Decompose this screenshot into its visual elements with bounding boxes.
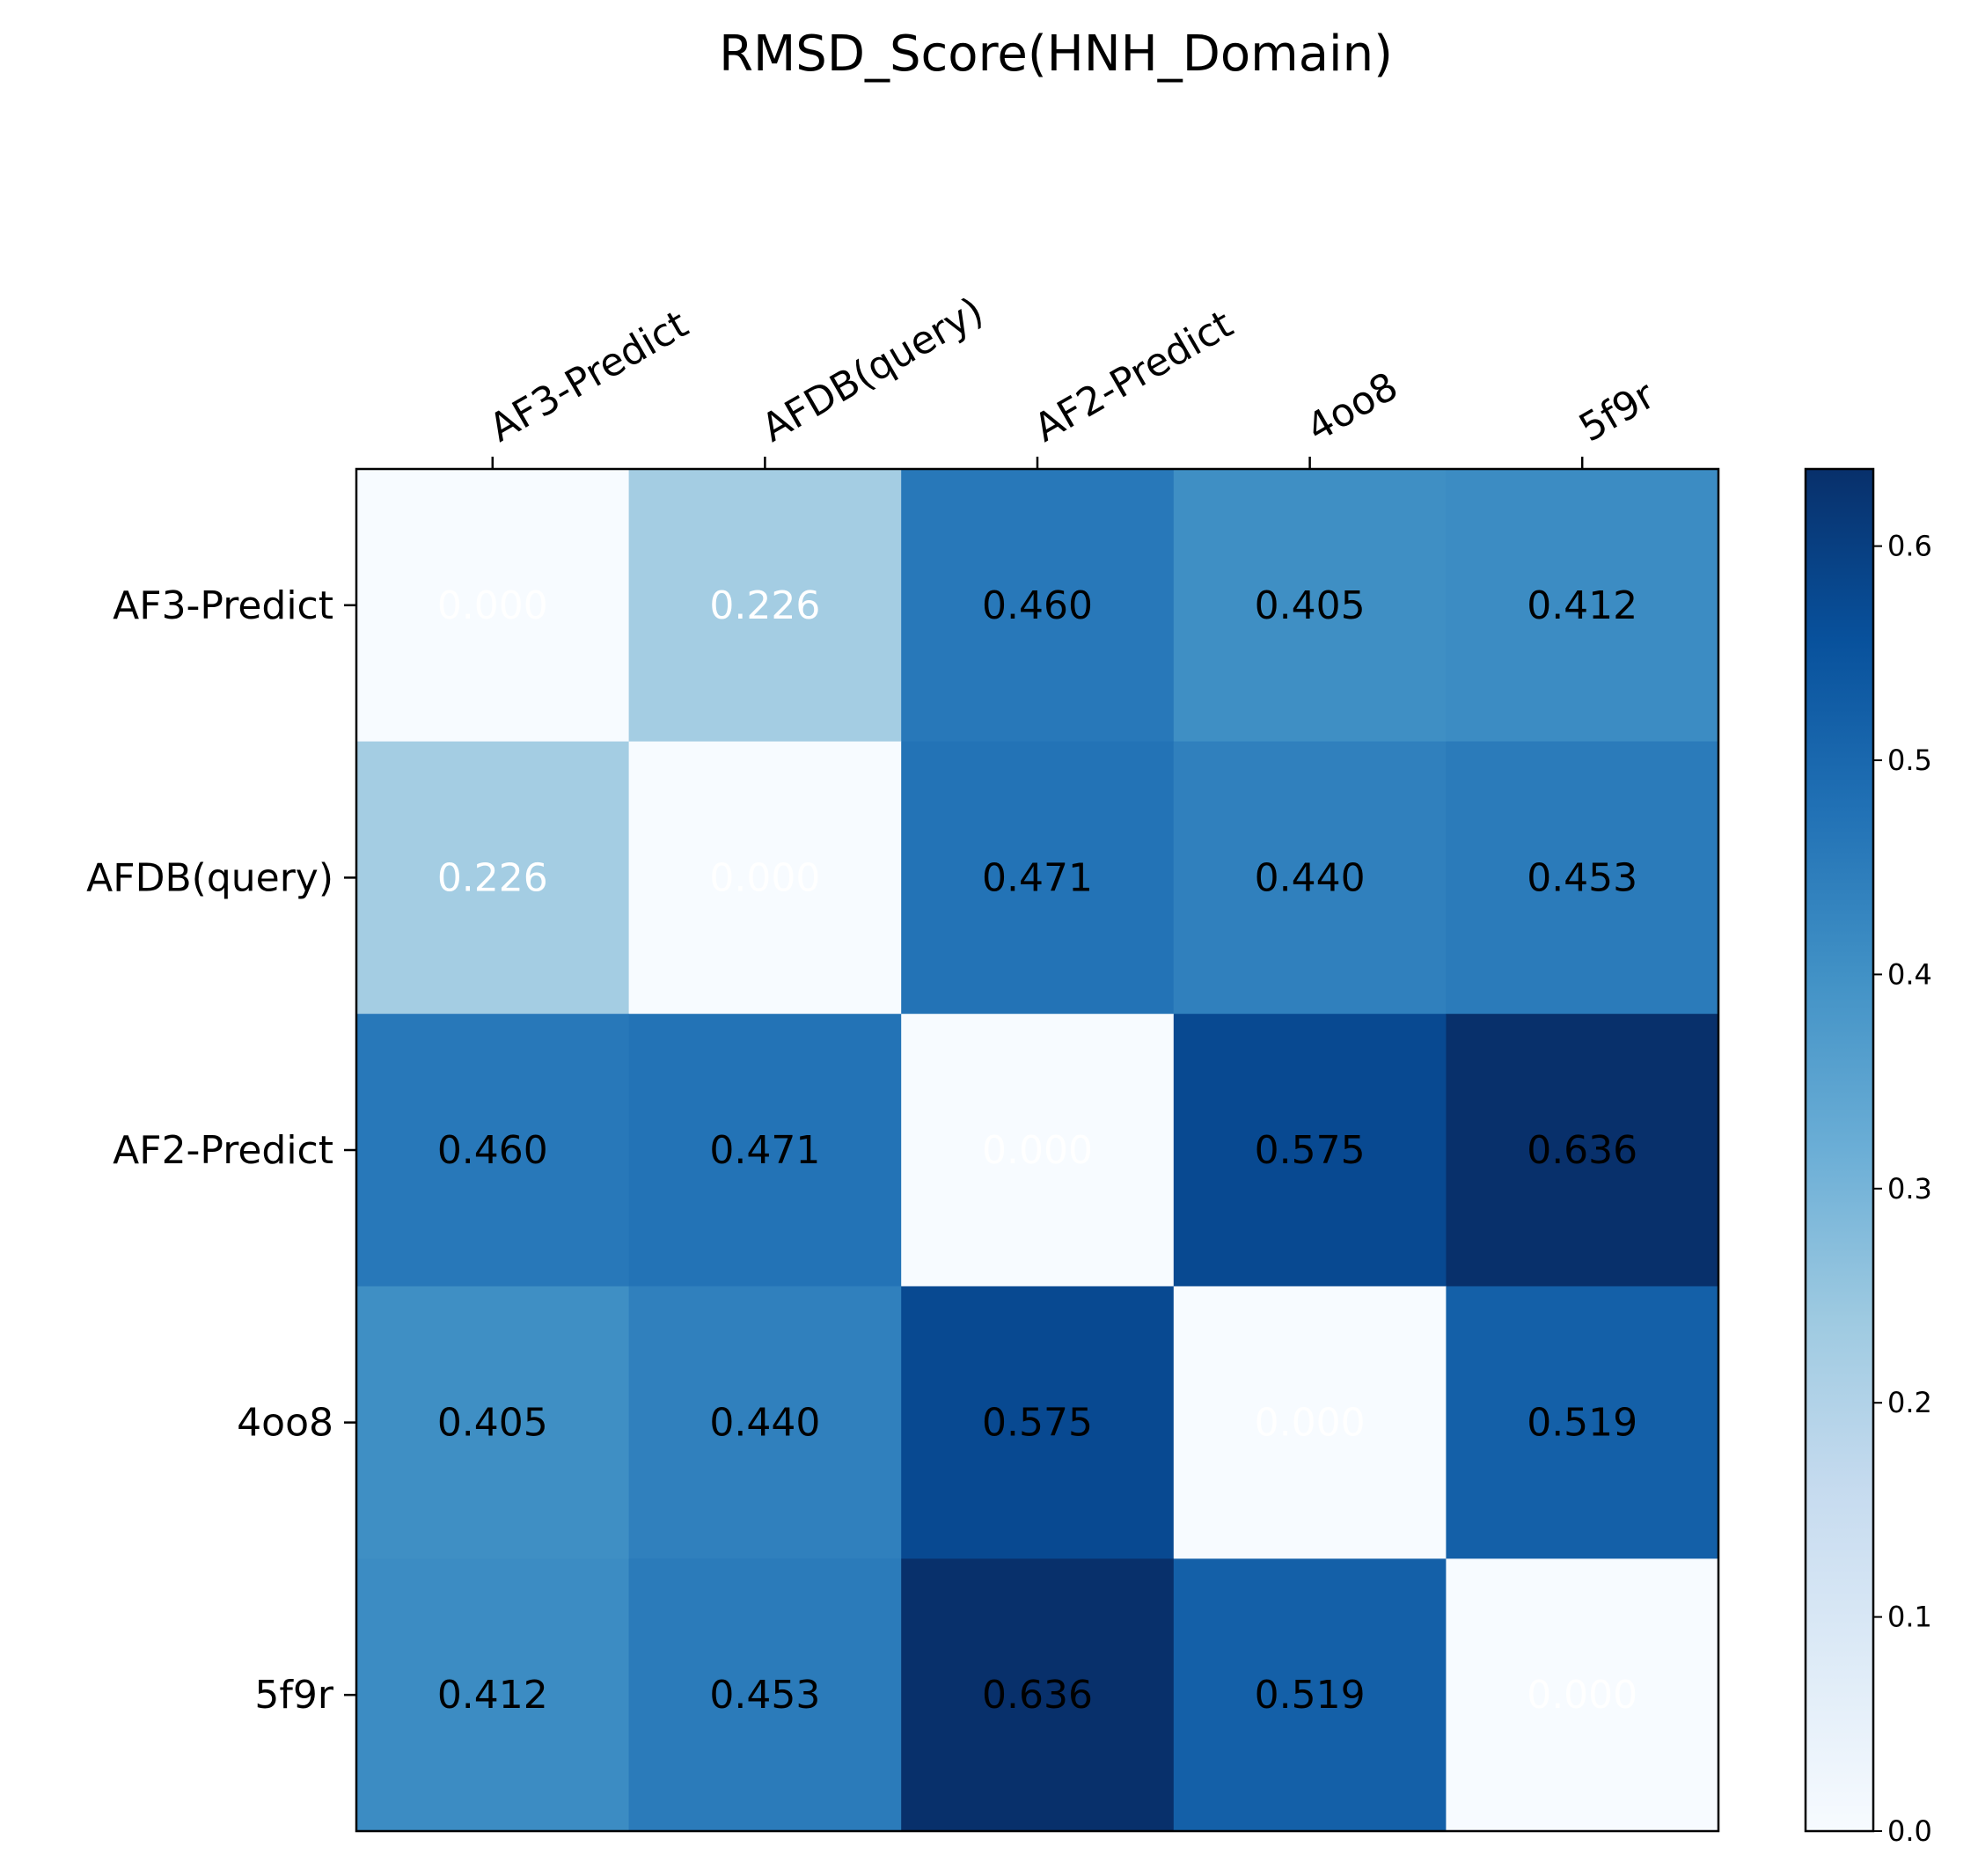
colorbar-frame [1804, 467, 1875, 1833]
heatmap-cell-labels: 0.000 0.226 0.460 0.405 0.412 0.226 0.000 0.471… [437, 583, 1637, 1718]
cell-value-label: 0.575 [1255, 1128, 1366, 1173]
cell-value-label: 0.519 [1255, 1673, 1366, 1718]
y-tick-label: AFDB(query) [86, 855, 333, 900]
colorbar-tick-label: 0.4 [1887, 957, 1932, 991]
colorbar-gradient [1806, 469, 1873, 1831]
cell-value-label: 0.636 [1527, 1128, 1637, 1173]
cell-value-label: 0.636 [982, 1673, 1093, 1718]
x-tick-label: AF3-Predict [482, 302, 696, 451]
y-tick-label: AF3-Predict [113, 583, 333, 628]
heatmap-cell [901, 1014, 1175, 1287]
cell-value-label: 0.000 [1255, 1401, 1366, 1446]
x-tick-label: AFDB(query) [754, 289, 991, 451]
x-tick-label: 5f9r [1571, 372, 1663, 451]
cell-value-label: 0.405 [437, 1401, 548, 1446]
heatmap-cell [356, 1286, 630, 1559]
chart-title: RMSD_Score(HNH_Domain) [719, 26, 1393, 83]
cell-value-label: 0.471 [709, 1128, 820, 1173]
heatmap-cell [1446, 1014, 1719, 1287]
cell-value-label: 0.412 [1527, 583, 1637, 628]
cell-value-label: 0.460 [982, 583, 1093, 628]
heatmap-cells [356, 469, 1719, 1832]
heatmap-cell [901, 1286, 1175, 1559]
x-axis-ticks: AF3-Predict AFDB(query) AF2-Predict 4oo8 5f9… [482, 289, 1663, 469]
cell-value-label: 0.453 [709, 1673, 820, 1718]
cell-value-label: 0.000 [709, 855, 820, 900]
colorbar-tick-label: 0.2 [1887, 1386, 1932, 1419]
y-tick-label: 5f9r [254, 1673, 333, 1718]
heatmap-cell [1446, 1558, 1719, 1832]
cell-value-label: 0.000 [1527, 1673, 1637, 1718]
heatmap-cell [1173, 1286, 1447, 1559]
heatmap-cell [901, 741, 1175, 1015]
cell-value-label: 0.440 [1255, 855, 1366, 900]
cell-value-label: 0.412 [437, 1673, 548, 1718]
cell-value-label: 0.000 [437, 583, 548, 628]
colorbar-tick-label: 0.1 [1887, 1601, 1932, 1634]
colorbar-tick-label: 0.6 [1887, 530, 1932, 563]
cell-value-label: 0.460 [437, 1128, 548, 1173]
heatmap-cell [356, 469, 630, 743]
heatmap-cell [1446, 741, 1719, 1015]
heatmap-cell [628, 1558, 902, 1832]
cell-value-label: 0.519 [1527, 1401, 1637, 1446]
colorbar-tick-label: 0.3 [1887, 1172, 1932, 1205]
heatmap-cell [356, 1014, 630, 1287]
cell-value-label: 0.000 [982, 1128, 1093, 1173]
cell-value-label: 0.575 [982, 1401, 1093, 1446]
cell-value-label: 0.453 [1527, 855, 1637, 900]
heatmap-cell [628, 469, 902, 743]
y-axis-ticks: AF3-Predict AFDB(query) AF2-Predict 4oo8 5f9… [86, 583, 356, 1718]
y-tick-label: AF2-Predict [113, 1128, 333, 1173]
heatmap-cell [356, 741, 630, 1015]
cell-value-label: 0.226 [437, 855, 548, 900]
colorbar: 0.0 0.1 0.2 0.3 0.4 0.5 0.6 [1804, 467, 1932, 1848]
heatmap-cell [1446, 469, 1719, 743]
colorbar-tick-label: 0.5 [1887, 744, 1932, 777]
heatmap-cell [1173, 1014, 1447, 1287]
heatmap-cell [901, 469, 1175, 743]
heatmap-cell [1173, 469, 1447, 743]
heatmap-cell [901, 1558, 1175, 1832]
colorbar-ticks: 0.0 0.1 0.2 0.3 0.4 0.5 0.6 [1873, 530, 1932, 1848]
y-tick-label: 4oo8 [237, 1401, 333, 1446]
cell-value-label: 0.440 [709, 1401, 820, 1446]
heatmap-cell [628, 1286, 902, 1559]
heatmap-cell [1173, 1558, 1447, 1832]
cell-value-label: 0.471 [982, 855, 1093, 900]
heatmap-cell [1446, 1286, 1719, 1559]
heatmap-cell [628, 741, 902, 1015]
colorbar-tick-label: 0.0 [1887, 1814, 1932, 1848]
cell-value-label: 0.226 [709, 583, 820, 628]
heatmap-cell [356, 1558, 630, 1832]
x-tick-label: AF2-Predict [1027, 302, 1241, 451]
cell-value-label: 0.405 [1255, 583, 1366, 628]
x-tick-label: 4oo8 [1300, 363, 1406, 451]
heatmap-cell [1173, 741, 1447, 1015]
heatmap-cell [628, 1014, 902, 1287]
